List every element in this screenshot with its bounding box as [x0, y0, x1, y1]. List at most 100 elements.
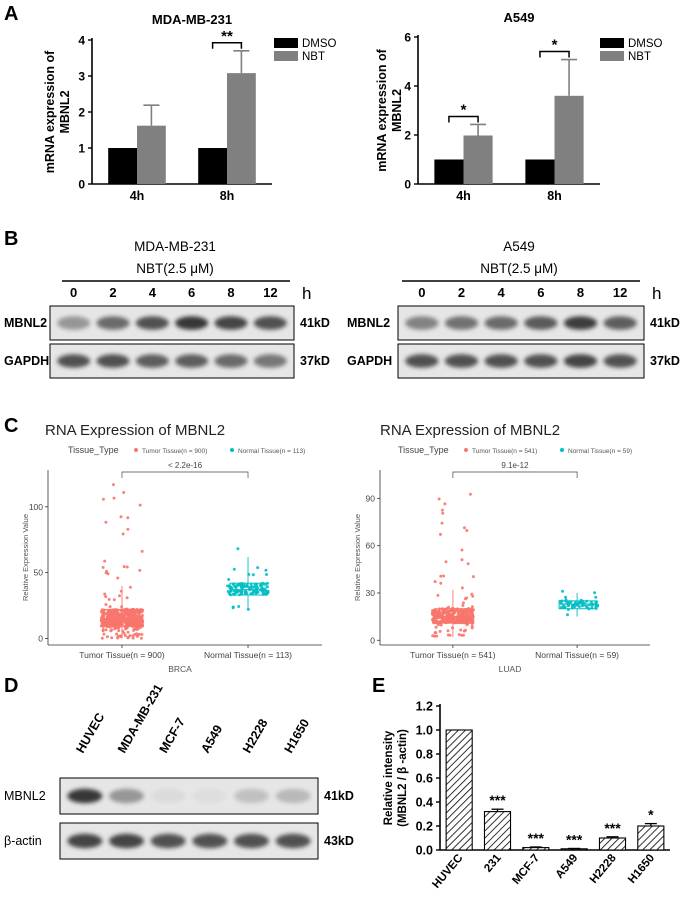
bar-dmso — [108, 148, 137, 184]
x-tick-label: 8h — [547, 189, 562, 203]
box — [103, 608, 141, 628]
data-point — [123, 634, 127, 638]
data-point — [465, 529, 469, 532]
panel-label-b: B — [4, 228, 18, 250]
lane-label: 4 — [149, 285, 157, 300]
data-point — [128, 585, 132, 589]
data-point — [140, 633, 144, 636]
data-point — [118, 634, 122, 638]
data-point — [434, 625, 438, 629]
data-point — [439, 574, 443, 578]
bar — [598, 837, 627, 851]
data-point — [444, 560, 448, 564]
legend-label-tumor: Tumor Tissue(n = 541) — [472, 448, 537, 455]
chart-title: MDA-MB-231 — [152, 12, 232, 27]
data-point — [461, 604, 465, 607]
lane-label: 0 — [70, 285, 77, 300]
data-point — [470, 605, 474, 609]
pvalue-label: < 2.2e-16 — [168, 461, 203, 470]
data-point — [561, 589, 565, 593]
blot-band — [444, 354, 479, 368]
data-point — [117, 621, 121, 625]
legend-label: NBT — [302, 51, 325, 63]
lane-label: H1650 — [282, 717, 313, 756]
y-tick-label: 0.4 — [416, 796, 433, 810]
data-point — [117, 612, 121, 616]
blot-membrane — [49, 343, 295, 379]
data-point — [121, 622, 124, 626]
data-point — [442, 574, 446, 578]
legend-swatch-nbt — [600, 51, 624, 61]
blot-membrane — [397, 343, 645, 379]
x-tick-label: H2228 — [588, 852, 619, 886]
data-point — [440, 521, 444, 525]
data-point — [141, 620, 145, 624]
data-point — [467, 613, 471, 617]
data-point — [124, 613, 128, 617]
panel-label-c: C — [4, 415, 18, 437]
data-point — [139, 608, 143, 612]
blot-membrane — [59, 777, 319, 815]
data-point — [258, 584, 262, 587]
data-point — [435, 634, 439, 638]
data-point — [131, 636, 135, 640]
chart-title: RNA Expression of MBNL2 — [45, 422, 225, 439]
lane-label: MCF-7 — [157, 715, 188, 755]
data-point — [252, 590, 256, 593]
data-point — [264, 568, 268, 572]
data-point — [596, 603, 600, 607]
data-point — [446, 629, 450, 633]
data-point — [119, 515, 123, 519]
legend-label-normal: Normal Tissue(n = 113) — [238, 448, 305, 455]
data-point — [126, 516, 130, 520]
data-point — [126, 636, 130, 640]
blot-band — [135, 316, 169, 330]
data-point — [105, 569, 109, 573]
data-point — [104, 520, 108, 524]
data-point — [459, 628, 463, 632]
y-axis-label-line: Relative intensity — [383, 730, 395, 825]
box — [558, 600, 596, 610]
data-point — [447, 605, 450, 609]
data-point — [124, 627, 127, 631]
data-point — [110, 636, 114, 640]
y-tick-label: 50 — [34, 568, 44, 578]
data-point — [112, 496, 116, 500]
data-point — [114, 620, 118, 624]
data-point — [456, 611, 460, 615]
legend-swatch-nbt — [274, 51, 298, 61]
data-point — [251, 573, 255, 577]
data-point — [447, 617, 451, 621]
legend-dot-tumor — [464, 448, 468, 452]
data-point — [116, 636, 120, 640]
data-point — [439, 623, 443, 627]
blot-row-label: MBNL2 — [347, 316, 390, 330]
data-point — [138, 568, 142, 572]
data-point — [127, 614, 130, 618]
data-point — [466, 562, 470, 566]
legend-dot-normal — [560, 448, 564, 452]
blot-row-label: GAPDH — [4, 354, 49, 368]
blot-band — [150, 788, 186, 804]
blot-band — [135, 354, 169, 368]
blot-band — [563, 354, 598, 368]
data-point — [101, 565, 105, 569]
data-point — [140, 623, 144, 627]
y-tick-label: 0 — [78, 178, 85, 192]
data-point — [100, 609, 104, 613]
blot-band — [444, 316, 479, 330]
x-tick-label: H1650 — [626, 852, 657, 886]
x-tick-label: 231 — [482, 852, 504, 875]
data-point — [463, 597, 467, 601]
chart-a-mda-mb-231: MDA-MB-231 0 1 2 3 4 mRNA expression ofMBNL2 4h… — [43, 12, 337, 203]
data-point — [135, 608, 139, 612]
panel-label-d: D — [4, 675, 18, 697]
time-unit: h — [652, 284, 661, 303]
data-point — [431, 634, 435, 638]
blot-kd-label: 41kD — [300, 316, 330, 330]
blot-kd-label: 41kD — [324, 789, 354, 803]
data-point — [126, 630, 130, 634]
blot-band — [484, 316, 518, 330]
data-point — [436, 593, 440, 597]
